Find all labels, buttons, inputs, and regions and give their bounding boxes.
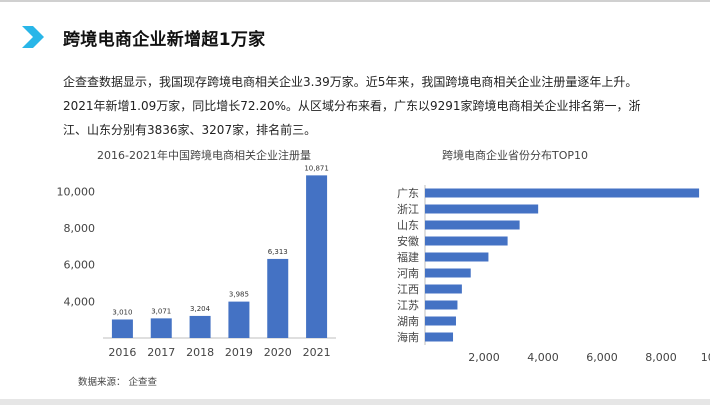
page-title: 跨境电商企业新增超1万家 (63, 30, 266, 50)
x-tick-label: 2021 (303, 346, 331, 359)
y-tick-label: 浙江 (397, 203, 419, 216)
x-tick-label: 2017 (147, 346, 175, 359)
bar-河南 (425, 268, 471, 278)
data-source-note: 数据来源： 企查查 (78, 377, 158, 388)
x-tick-label: 10,000 (701, 351, 710, 364)
y-tick-label: 湖南 (397, 315, 419, 328)
top-divider (0, 0, 710, 2)
bar-山东 (425, 220, 520, 230)
bar-2018 (189, 315, 211, 338)
bar-浙江 (425, 204, 539, 214)
data-label: 6,313 (268, 248, 288, 256)
y-tick-label: 河南 (397, 267, 419, 280)
registrations-bar-chart: 4,000 6,000 8,000 10,000 3,010 2016 3,071 2017 3… (57, 164, 336, 359)
bar-2019 (228, 301, 250, 338)
x-tick-label: 2,000 (468, 351, 500, 364)
data-label: 3,204 (190, 305, 211, 313)
x-tick-label: 4,000 (527, 351, 559, 364)
y-tick-label: 海南 (397, 330, 419, 344)
data-label: 10,871 (304, 164, 329, 172)
bar-2020 (267, 258, 289, 338)
bottom-divider (0, 399, 710, 405)
summary-paragraph: 企查查数据显示，我国现存跨境电商相关企业3.39万家。近5年来，我国跨境电商相关… (63, 75, 641, 137)
bar-安徽 (425, 236, 508, 246)
bar-广东 (425, 188, 700, 198)
x-tick-label: 6,000 (586, 351, 618, 364)
y-tick-label: 福建 (397, 250, 419, 264)
y-tick-label: 8,000 (64, 222, 96, 235)
bar-江苏 (425, 300, 458, 310)
bar-湖南 (425, 316, 456, 326)
right-chart-title: 跨境电商企业省份分布TOP10 (442, 149, 589, 162)
y-tick-label: 江苏 (397, 299, 419, 312)
data-label: 3,071 (151, 307, 171, 315)
bar-福建 (425, 252, 489, 262)
x-tick-label: 2018 (186, 346, 214, 359)
left-chart-title: 2016-2021年中国跨境电商相关企业注册量 (97, 149, 311, 162)
y-tick-label: 10,000 (57, 185, 96, 198)
bar-2016 (111, 319, 133, 338)
bar-2017 (150, 318, 172, 338)
x-tick-label: 2016 (108, 346, 136, 359)
y-tick-label: 江西 (397, 283, 419, 296)
x-tick-label: 8,000 (645, 351, 677, 364)
bar-江西 (425, 284, 462, 294)
data-label: 3,010 (112, 308, 132, 316)
y-tick-label: 广东 (397, 187, 419, 200)
x-tick-label: 2019 (225, 346, 253, 359)
bar-海南 (425, 332, 454, 342)
y-tick-label: 山东 (397, 219, 419, 232)
data-label: 3,985 (229, 291, 249, 299)
y-tick-label: 6,000 (64, 259, 96, 272)
chevron-right-icon (22, 26, 44, 48)
y-tick-label: 安徽 (397, 234, 419, 248)
bar-2021 (306, 175, 328, 338)
x-tick-label: 2020 (264, 346, 292, 359)
y-tick-label: 4,000 (64, 295, 96, 308)
